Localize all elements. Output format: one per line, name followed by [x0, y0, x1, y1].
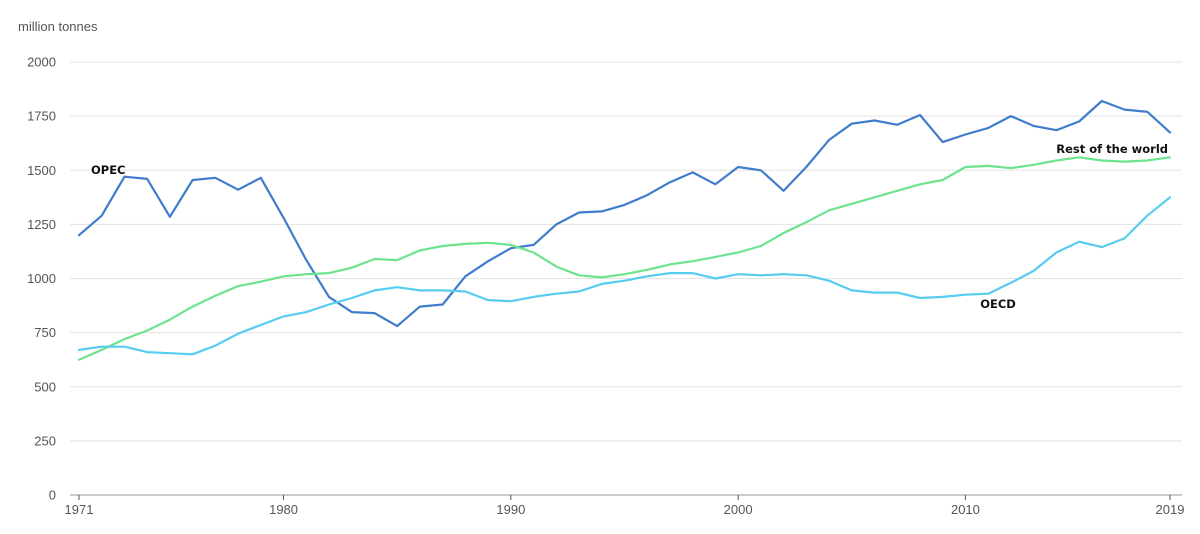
rest-of-the-world-series-line — [77, 156, 1172, 361]
y-tick-label: 500 — [34, 379, 56, 394]
opec-series-label: OPEC — [91, 163, 126, 177]
y-tick-label: 1250 — [27, 217, 56, 232]
axes: 0 250 500 750 1000 1250 1500 1750 2000 1971 1980 19… — [27, 55, 1184, 518]
y-tick-label: 1750 — [27, 109, 56, 124]
series-lines — [77, 99, 1172, 361]
x-tick-label: 1971 — [65, 502, 94, 517]
x-tick-label: 2000 — [724, 502, 753, 517]
y-tick-label: 250 — [34, 433, 56, 448]
x-tick-label: 2010 — [951, 502, 980, 517]
y-tick-label: 1000 — [27, 271, 56, 286]
series-labels: OPEC Rest of the world OECD — [91, 142, 1168, 311]
oecd-series-line — [77, 196, 1172, 356]
x-tick-label: 2019 — [1156, 502, 1185, 517]
y-tick-label: 0 — [49, 488, 56, 503]
y-tick-label: 2000 — [27, 55, 56, 70]
y-axis-unit-label: million tonnes — [18, 19, 98, 34]
opec-series-line — [77, 99, 1172, 328]
y-tick-label: 1500 — [27, 163, 56, 178]
oecd-series-label: OECD — [980, 297, 1016, 311]
gridlines — [70, 61, 1182, 442]
x-tick-label: 1990 — [496, 502, 525, 517]
rest-of-the-world-series-label: Rest of the world — [1056, 142, 1168, 156]
y-tick-label: 750 — [34, 325, 56, 340]
x-tick-label: 1980 — [269, 502, 298, 517]
